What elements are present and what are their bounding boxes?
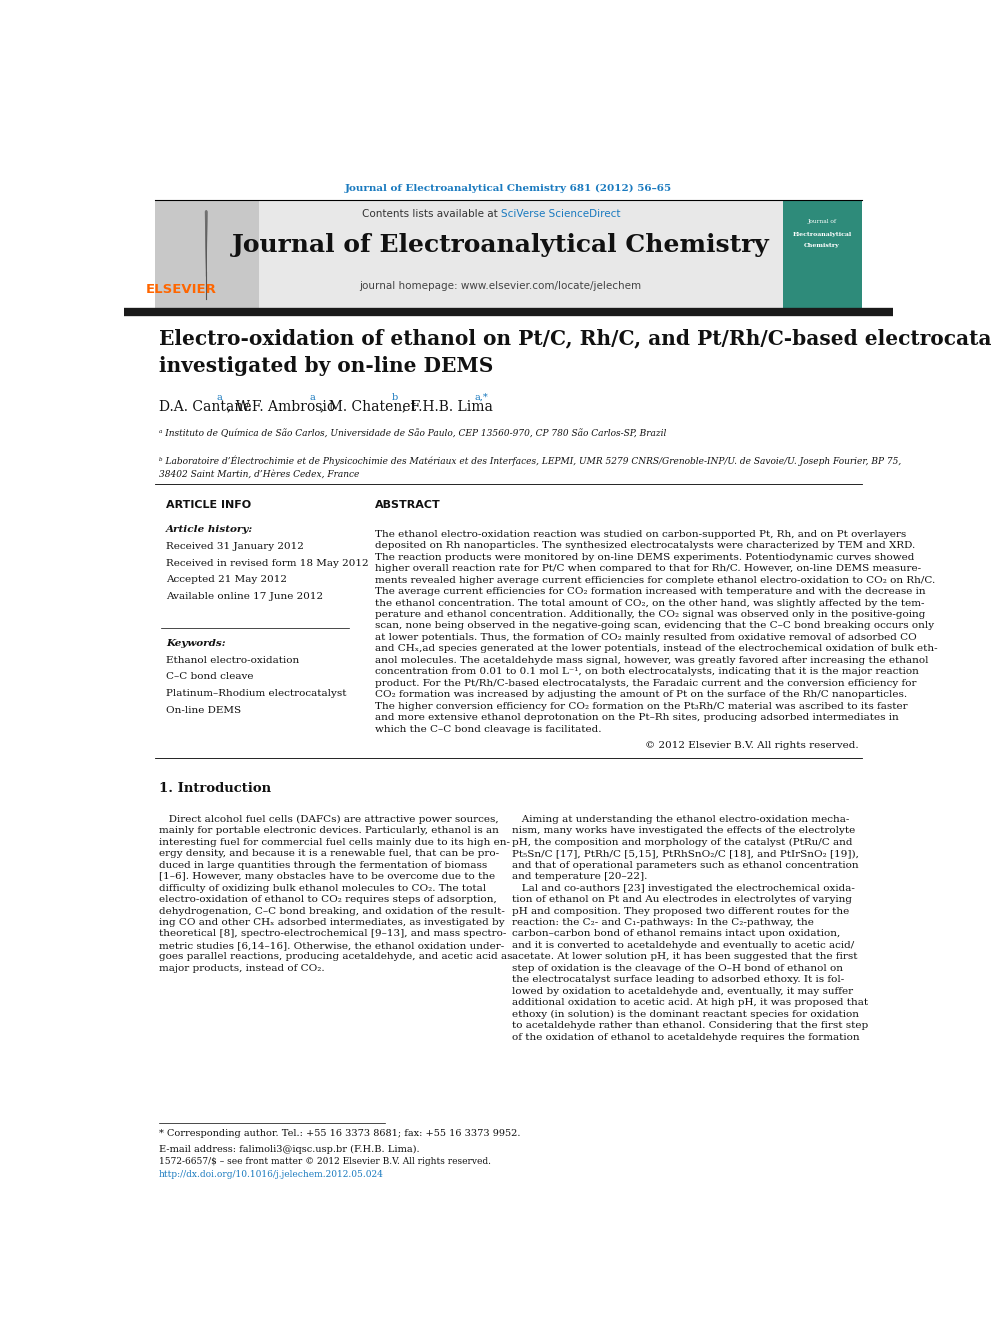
Text: C–C bond cleave: C–C bond cleave — [167, 672, 254, 681]
FancyBboxPatch shape — [783, 200, 862, 311]
Text: b: b — [392, 393, 398, 402]
Text: Ethanol electro-oxidation: Ethanol electro-oxidation — [167, 656, 300, 665]
Text: ELSEVIER: ELSEVIER — [146, 283, 217, 296]
Text: 1. Introduction: 1. Introduction — [159, 782, 271, 795]
Text: Journal of: Journal of — [807, 220, 836, 225]
Text: Available online 17 June 2012: Available online 17 June 2012 — [167, 591, 323, 601]
Text: a: a — [216, 393, 222, 402]
Text: , W.F. Ambrosio: , W.F. Ambrosio — [227, 400, 335, 414]
Text: a: a — [310, 393, 315, 402]
Text: * Corresponding author. Tel.: +55 16 3373 8681; fax: +55 16 3373 9952.: * Corresponding author. Tel.: +55 16 337… — [159, 1129, 520, 1138]
Text: Received 31 January 2012: Received 31 January 2012 — [167, 542, 305, 550]
FancyBboxPatch shape — [155, 200, 259, 311]
Text: SciVerse ScienceDirect: SciVerse ScienceDirect — [501, 209, 620, 220]
Text: D.A. Cantane: D.A. Cantane — [159, 400, 251, 414]
Text: ARTICLE INFO: ARTICLE INFO — [167, 500, 251, 511]
Text: The ethanol electro-oxidation reaction was studied on carbon-supported Pt, Rh, a: The ethanol electro-oxidation reaction w… — [375, 531, 938, 733]
Text: Electro-oxidation of ethanol on Pt/C, Rh/C, and Pt/Rh/C-based electrocatalysts
i: Electro-oxidation of ethanol on Pt/C, Rh… — [159, 329, 992, 377]
Text: journal homepage: www.elsevier.com/locate/jelechem: journal homepage: www.elsevier.com/locat… — [360, 280, 642, 291]
Text: 1572-6657/$ – see front matter © 2012 Elsevier B.V. All rights reserved.: 1572-6657/$ – see front matter © 2012 El… — [159, 1156, 491, 1166]
Text: Chemistry: Chemistry — [805, 242, 840, 247]
Text: Contents lists available at: Contents lists available at — [362, 209, 501, 220]
Text: Journal of Electroanalytical Chemistry 681 (2012) 56–65: Journal of Electroanalytical Chemistry 6… — [345, 184, 672, 193]
Text: Platinum–Rhodium electrocatalyst: Platinum–Rhodium electrocatalyst — [167, 689, 347, 699]
Text: E-mail address: falimoli3@iqsc.usp.br (F.H.B. Lima).: E-mail address: falimoli3@iqsc.usp.br (F… — [159, 1146, 420, 1154]
Text: © 2012 Elsevier B.V. All rights reserved.: © 2012 Elsevier B.V. All rights reserved… — [645, 741, 858, 750]
Text: , F.H.B. Lima: , F.H.B. Lima — [402, 400, 493, 414]
Text: Accepted 21 May 2012: Accepted 21 May 2012 — [167, 576, 288, 583]
Text: ᵃ Instituto de Química de São Carlos, Universidade de São Paulo, CEP 13560-970, : ᵃ Instituto de Química de São Carlos, Un… — [159, 430, 666, 439]
Text: Received in revised form 18 May 2012: Received in revised form 18 May 2012 — [167, 558, 369, 568]
Text: Keywords:: Keywords: — [167, 639, 226, 648]
Text: ᵇ Laboratoire d’Électrochimie et de Physicochimie des Matériaux et des Interface: ᵇ Laboratoire d’Électrochimie et de Phys… — [159, 456, 901, 479]
Text: a,*: a,* — [474, 393, 488, 402]
Text: Article history:: Article history: — [167, 525, 254, 534]
Text: Direct alcohol fuel cells (DAFCs) are attractive power sources,
mainly for porta: Direct alcohol fuel cells (DAFCs) are at… — [159, 815, 512, 972]
Text: , M. Chatenet: , M. Chatenet — [319, 400, 416, 414]
Text: ABSTRACT: ABSTRACT — [375, 500, 441, 511]
Text: Journal of Electroanalytical Chemistry: Journal of Electroanalytical Chemistry — [232, 233, 770, 257]
FancyBboxPatch shape — [155, 200, 862, 311]
Text: Aiming at understanding the ethanol electro-oxidation mecha-
nism, many works ha: Aiming at understanding the ethanol elec… — [512, 815, 868, 1041]
Text: On-line DEMS: On-line DEMS — [167, 705, 241, 714]
Text: http://dx.doi.org/10.1016/j.jelechem.2012.05.024: http://dx.doi.org/10.1016/j.jelechem.201… — [159, 1170, 384, 1179]
Text: Electroanalytical: Electroanalytical — [793, 232, 852, 237]
